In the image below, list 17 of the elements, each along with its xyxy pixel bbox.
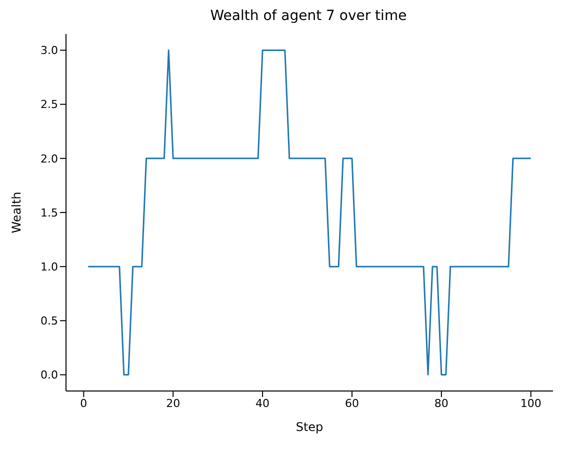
y-tick-label: 2.0	[40, 152, 58, 166]
y-tick-label: 0.0	[40, 368, 58, 382]
y-tick-label: 2.5	[40, 98, 58, 112]
x-axis-title: Step	[296, 420, 324, 434]
y-axis-title: Wealth	[9, 192, 24, 234]
y-tick-label: 1.0	[40, 260, 58, 274]
x-tick-label: 80	[434, 396, 448, 410]
x-tick-label: 100	[520, 396, 542, 410]
y-tick-label: 3.0	[40, 44, 58, 58]
x-tick-label: 60	[344, 396, 359, 410]
y-tick-label: 0.5	[40, 314, 58, 328]
line-series	[87, 49, 532, 376]
x-tick-label: 40	[256, 396, 270, 410]
chart-title: Wealth of agent 7 over time	[209, 8, 408, 26]
y-tick-label: 1.5	[40, 206, 58, 220]
x-tick-label: 0	[80, 396, 88, 410]
x-tick-label: 20	[166, 396, 180, 410]
